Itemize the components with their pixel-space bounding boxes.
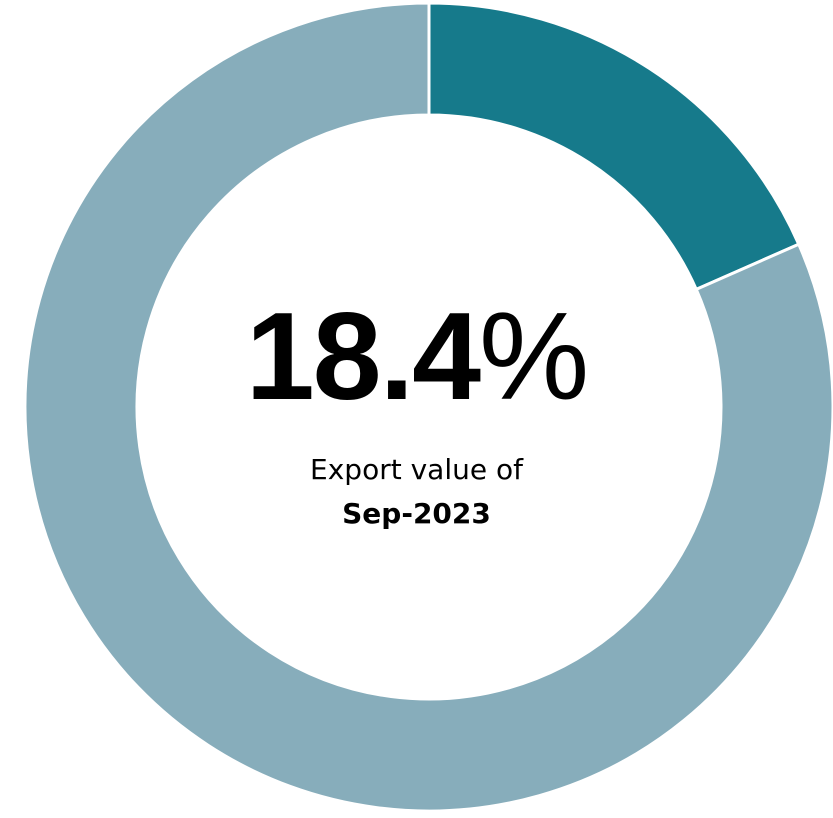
donut-slice-2 [23,1,833,813]
center-value: 18.4% [0,292,833,422]
donut-slices [23,1,833,813]
caption-line-1: Export value of [310,453,523,486]
caption-line-2: Sep-2023 [342,497,491,530]
center-value-unit: % [479,288,589,426]
donut-slice-1 [427,1,801,292]
center-value-number: 18.4 [245,288,481,426]
